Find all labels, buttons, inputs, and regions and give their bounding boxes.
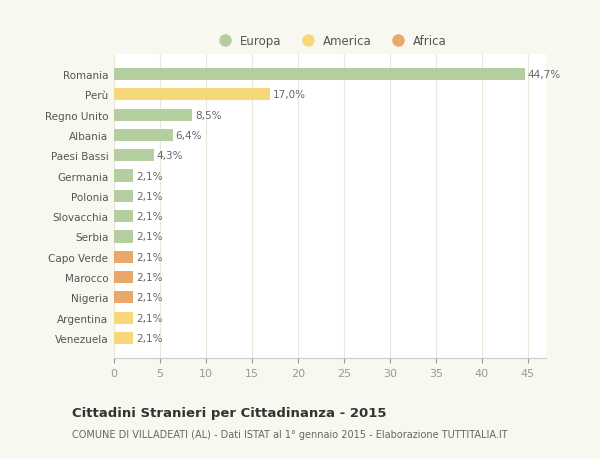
Text: 2,1%: 2,1% bbox=[136, 171, 163, 181]
Text: 2,1%: 2,1% bbox=[136, 191, 163, 202]
Bar bbox=[114, 332, 133, 344]
Bar bbox=[114, 69, 525, 81]
Bar bbox=[114, 190, 133, 202]
Text: 44,7%: 44,7% bbox=[527, 70, 561, 80]
Bar bbox=[114, 89, 270, 101]
Text: 4,3%: 4,3% bbox=[156, 151, 183, 161]
Bar bbox=[114, 109, 192, 122]
Bar bbox=[114, 291, 133, 304]
Bar bbox=[114, 129, 173, 142]
Text: Cittadini Stranieri per Cittadinanza - 2015: Cittadini Stranieri per Cittadinanza - 2… bbox=[72, 406, 386, 419]
Text: 6,4%: 6,4% bbox=[176, 131, 202, 140]
Text: 17,0%: 17,0% bbox=[273, 90, 306, 100]
Text: 2,1%: 2,1% bbox=[136, 333, 163, 343]
Bar bbox=[114, 150, 154, 162]
Bar bbox=[114, 170, 133, 182]
Text: 2,1%: 2,1% bbox=[136, 293, 163, 302]
Text: 2,1%: 2,1% bbox=[136, 232, 163, 242]
Text: 8,5%: 8,5% bbox=[195, 111, 221, 120]
Text: 2,1%: 2,1% bbox=[136, 252, 163, 262]
Bar bbox=[114, 231, 133, 243]
Bar bbox=[114, 251, 133, 263]
Bar bbox=[114, 211, 133, 223]
Bar bbox=[114, 271, 133, 284]
Text: 2,1%: 2,1% bbox=[136, 313, 163, 323]
Text: COMUNE DI VILLADEATI (AL) - Dati ISTAT al 1° gennaio 2015 - Elaborazione TUTTITA: COMUNE DI VILLADEATI (AL) - Dati ISTAT a… bbox=[72, 429, 508, 439]
Text: 2,1%: 2,1% bbox=[136, 212, 163, 222]
Legend: Europa, America, Africa: Europa, America, Africa bbox=[208, 31, 452, 53]
Text: 2,1%: 2,1% bbox=[136, 273, 163, 282]
Bar bbox=[114, 312, 133, 324]
